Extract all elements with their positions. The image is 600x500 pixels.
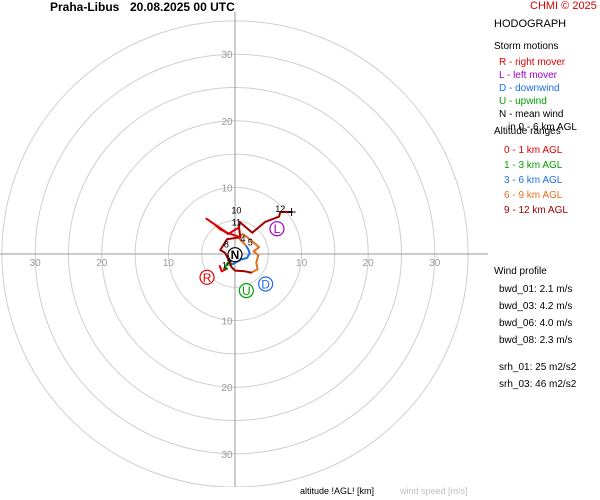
axis-tick-label: 10 (163, 258, 175, 269)
hodograph-traces (205, 208, 296, 274)
storm-motion-circle (238, 283, 254, 299)
storm-motion-marker: R (199, 269, 215, 285)
storm-motion-markers: R L DU N (199, 221, 285, 299)
storm-motion-legend-item: R - right mover (499, 57, 566, 68)
axis-tick-label: 10 (296, 258, 308, 269)
wind-profile-item: bwd_03: 4.2 m/s (499, 301, 573, 312)
wind-profile-item: bwd_08: 2.3 m/s (499, 335, 573, 346)
storm-motion-legend-item: in 0 - 6 km AGL (508, 122, 577, 133)
axis-tick-label: 30 (221, 450, 233, 461)
axis-tick-label: 20 (221, 383, 233, 394)
axis-tick-labels: 30 20 10 10 20 30 30 20 10 10 20 30 (30, 50, 441, 461)
storm-motion-legend-item: L - left mover (499, 70, 557, 81)
hodograph-segment (205, 217, 242, 239)
hodograph-segment (218, 265, 228, 273)
axis-tick-label: 10 (221, 317, 233, 328)
wind-profile-item: srh_01: 25 m2/s2 (499, 362, 577, 373)
storm-motion-label: N (231, 248, 240, 262)
storm-motions-title: Storm motions (494, 41, 559, 52)
storm-motions-list: R - right mover L - left mover D - downwin… (494, 56, 577, 134)
axis-tick-label: 20 (96, 258, 108, 269)
altitude-ranges-title: Altitude ranges (494, 126, 561, 137)
wind-profile-item (499, 349, 576, 359)
storm-motions-section: Storm motions R - right mover L - left mo… (494, 41, 577, 134)
altitude-range-legend-item: 9 - 12 km AGL (504, 205, 568, 216)
altitude-label: altitude !AGL! [km] (300, 486, 375, 496)
wind-profile-item: bwd_06: 4.0 m/s (499, 318, 573, 329)
axis-tick-label: 30 (221, 50, 233, 61)
panel-title: HODOGRAPH (494, 18, 566, 30)
wind-profile-item: srh_03: 46 m2/s2 (499, 379, 577, 390)
height-label: 2 (226, 257, 231, 267)
storm-motion-circle (269, 221, 285, 237)
height-label: 1 (222, 261, 227, 271)
axis-tick-label: 30 (30, 258, 42, 269)
sounding-time: 20.08.2025 00 UTC (130, 0, 235, 14)
altitude-range-legend-item: 0 - 1 km AGL (504, 145, 563, 156)
axis-tick-label: 30 (429, 258, 441, 269)
altitude-ranges-section: Altitude ranges 0 - 1 km AGL 1 - 3 km AGL… (494, 126, 568, 218)
wind-profile-item: bwd_01: 2.1 m/s (499, 284, 573, 295)
storm-motion-circle (227, 247, 243, 263)
storm-motion-marker: D (258, 276, 274, 292)
storm-motion-label: U (242, 284, 251, 298)
axis-tick-label: 10 (221, 183, 233, 194)
storm-motion-label: D (261, 277, 270, 291)
wind-speed-label: wind speed [m/s] (400, 486, 468, 496)
copyright: CHMI © 2025 (530, 0, 597, 12)
storm-motion-label: L (274, 222, 281, 236)
storm-motion-marker: N (227, 247, 243, 263)
axis-tick-label: 20 (363, 258, 375, 269)
hodograph-segment (237, 233, 260, 274)
height-label: 8 (224, 239, 229, 249)
height-label: 10 (231, 205, 241, 215)
storm-motion-marker: L (269, 221, 285, 237)
polar-grid (0, 12, 488, 487)
storm-motion-legend-item: U - upwind (499, 96, 547, 107)
wind-profile-list: bwd_01: 2.1 m/s bwd_03: 4.2 m/s bwd_06: 4.… (499, 281, 576, 393)
altitude-range-legend-item: 3 - 6 km AGL (504, 175, 563, 186)
altitude-range-legend-item: 6 - 9 km AGL (504, 190, 563, 201)
station-name: Praha-Libus (50, 0, 120, 14)
storm-motion-label: R (203, 271, 212, 285)
storm-motion-circle (199, 269, 215, 285)
height-label: 4 (240, 234, 245, 244)
height-label: 11 (232, 217, 241, 227)
altitude-range-legend-item: 1 - 3 km AGL (504, 160, 563, 171)
wind-profile-title: Wind profile (494, 266, 547, 277)
height-label: 12 (275, 204, 285, 214)
axis-tick-label: 20 (221, 117, 233, 128)
storm-motion-legend-item: D - downwind (499, 83, 560, 94)
hodograph-title: HODOGRAPH (494, 18, 567, 30)
storm-motion-circle (258, 276, 274, 292)
altitude-ranges-list: 0 - 1 km AGL 1 - 3 km AGL 3 - 6 km AGL 6 - … (504, 143, 568, 218)
storm-motion-marker: U (238, 283, 254, 299)
height-label: 5 (248, 237, 253, 247)
storm-motion-legend-item: N - mean wind (499, 109, 564, 120)
wind-profile-section: Wind profile bwd_01: 2.1 m/s bwd_03: 4.2 … (494, 266, 576, 393)
